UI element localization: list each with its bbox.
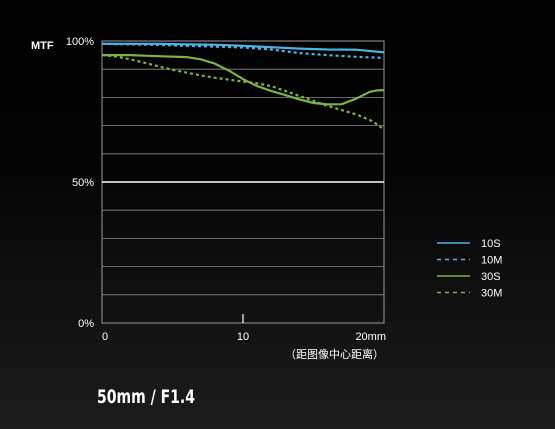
series-line-10m xyxy=(101,42,385,59)
x-tick-label: 0 xyxy=(102,331,108,343)
legend-label-10s: 10S xyxy=(481,238,501,250)
y-axis-label: MTF xyxy=(31,40,54,52)
legend-label-10m: 10M xyxy=(481,255,502,267)
series-line-30m xyxy=(101,54,385,131)
y-tick-label: 0% xyxy=(78,318,94,330)
y-tick-label: 100% xyxy=(66,36,94,48)
series-line-30s xyxy=(102,53,385,106)
chart-series xyxy=(101,42,385,131)
legend-label-30s: 30S xyxy=(481,271,501,283)
chart-grid xyxy=(101,40,385,324)
series-line-10s xyxy=(102,42,385,54)
x-axis-label: （距图像中心距离） xyxy=(285,347,384,361)
lens-caption: 50mm / F1.4 xyxy=(97,386,196,408)
chart-ticks: 100% 50% 0% 0 10 20mm xyxy=(66,36,386,343)
x-tick-label: 10 xyxy=(237,331,249,343)
x-tick-label: 20mm xyxy=(355,331,386,343)
y-tick-label: 50% xyxy=(72,177,94,189)
chart-legend: 10S 10M 30S 30M xyxy=(437,238,502,300)
legend-label-30m: 30M xyxy=(481,288,502,300)
